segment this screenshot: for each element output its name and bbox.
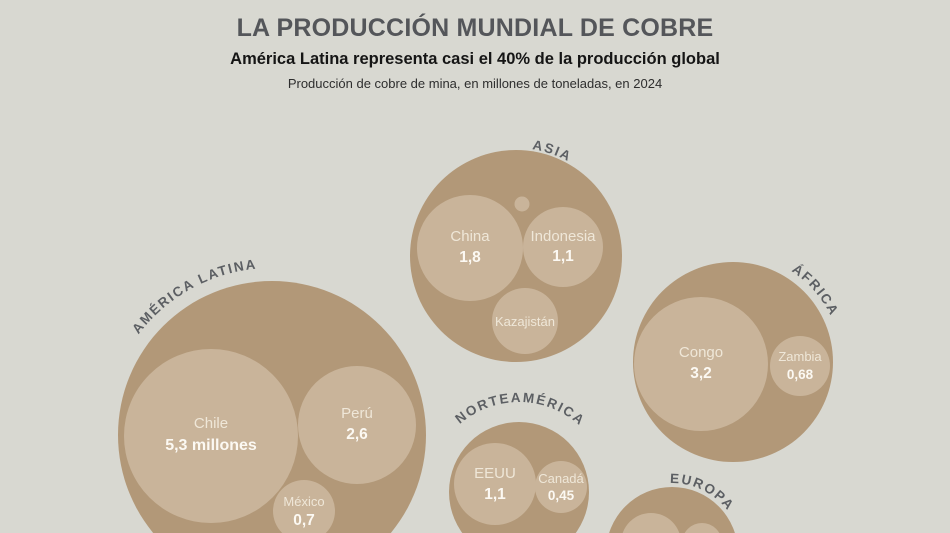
peru-value: 2,6 xyxy=(346,426,368,443)
chart-note: Producción de cobre de mina, en millones… xyxy=(287,76,663,91)
peru-label: Perú xyxy=(341,405,373,422)
congo-bubble xyxy=(634,297,768,431)
kazakhstan-label: Kazajistán xyxy=(495,314,555,329)
zambia-label: Zambia xyxy=(778,349,822,364)
zambia-bubble xyxy=(770,336,830,396)
europa-unlabeled-bubble-1 xyxy=(622,513,680,533)
mexico-bubble xyxy=(273,480,335,533)
peru-bubble xyxy=(298,366,416,484)
canada-label: Canadá xyxy=(538,471,584,486)
canada-bubble xyxy=(535,461,587,513)
chile-value: 5,3 millones xyxy=(165,437,257,454)
congo-label: Congo xyxy=(679,344,723,361)
eeuu-value: 1,1 xyxy=(484,486,506,503)
region-group-europa: EUROPA xyxy=(609,471,736,533)
indonesia-label: Indonesia xyxy=(530,228,596,245)
canada-value: 0,45 xyxy=(548,488,575,503)
china-bubble xyxy=(417,195,523,301)
chile-bubble xyxy=(124,349,298,523)
mexico-value: 0,7 xyxy=(293,512,315,529)
chart-header: LA PRODUCCIÓN MUNDIAL DE COBRE América L… xyxy=(0,14,950,91)
eeuu-label: EEUU xyxy=(474,465,516,482)
indonesia-value: 1,1 xyxy=(552,248,574,265)
asia-small-unlabeled-bubble xyxy=(514,196,530,212)
china-label: China xyxy=(450,228,490,245)
europa-unlabeled-bubble-2 xyxy=(684,523,720,533)
indonesia-bubble xyxy=(523,207,603,287)
region-group-africa: ÁFRICA Congo 3,2 Zambia 0,68 xyxy=(633,261,840,462)
china-value: 1,8 xyxy=(459,249,481,266)
zambia-value: 0,68 xyxy=(787,367,814,382)
chile-label: Chile xyxy=(194,415,228,432)
congo-value: 3,2 xyxy=(690,365,712,382)
chart-title: LA PRODUCCIÓN MUNDIAL DE COBRE xyxy=(236,14,714,42)
region-group-norteamerica: NORTEAMÉRICA EEUU 1,1 Canadá 0,45 xyxy=(449,390,589,533)
mexico-label: México xyxy=(283,494,324,509)
region-group-america-latina: AMÉRICA LATINA Chile 5,3 millones Perú 2… xyxy=(118,257,426,533)
eeuu-bubble xyxy=(454,443,536,525)
kazakhstan-bubble xyxy=(492,288,558,354)
region-group-asia: ASIA China 1,8 Indonesia 1,1 Kazajistán xyxy=(410,137,622,362)
chart-subtitle: América Latina representa casi el 40% de… xyxy=(230,50,720,68)
